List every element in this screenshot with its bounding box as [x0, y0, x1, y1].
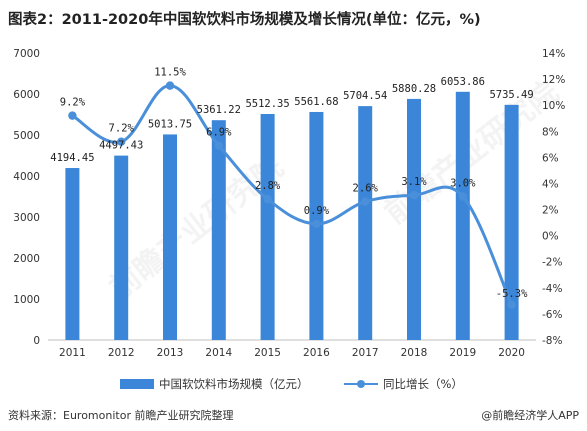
x-tick-label: 2014 [205, 347, 232, 359]
x-tick-label: 2020 [498, 347, 525, 359]
legend-bar-swatch [120, 379, 154, 389]
growth-value-label: 9.2% [60, 97, 86, 109]
chart-axes: 0 1000 2000 3000 4000 5000 6000 7000 -8% -6% -4% -2… [13, 48, 565, 359]
line-point [263, 194, 272, 204]
bar [455, 91, 470, 340]
growth-value-label: 2.6% [353, 183, 379, 195]
y-right-tick-label: 12% [542, 74, 565, 86]
bar-value-label: 6053.86 [441, 76, 485, 88]
y-left-tick-label: 1000 [13, 294, 40, 306]
data-labels: 4194.45 4497.43 5013.75 5361.22 5512.35 5561.… [50, 67, 533, 300]
y-right-tick-label: 0% [542, 231, 559, 243]
bar-value-label: 5512.35 [245, 98, 289, 110]
line-point [214, 141, 223, 150]
bar-value-label: 5735.49 [489, 89, 533, 101]
x-tick-label: 2018 [401, 347, 428, 359]
y-left-tick-label: 6000 [13, 89, 40, 101]
bar [65, 168, 80, 340]
x-tick-label: 2012 [108, 347, 135, 359]
legend-line-label: 同比增长（%） [383, 377, 463, 391]
line-point [409, 190, 419, 200]
bar [260, 113, 275, 340]
bar-series [65, 91, 519, 341]
legend-item-bar: 中国软饮料市场规模（亿元） [120, 376, 309, 392]
x-tick-label: 2015 [254, 347, 281, 359]
bar [163, 134, 177, 340]
growth-value-label: -5.3% [496, 288, 528, 300]
y-right-tick-label: 14% [542, 48, 565, 60]
y-right-tick-label: 2% [542, 205, 559, 217]
y-right-tick-label: 4% [542, 178, 559, 190]
y-left-tick-label: 3000 [13, 212, 40, 224]
bar-value-label: 4497.43 [99, 140, 143, 152]
y-right-tick-label: 8% [542, 126, 559, 138]
line-point [68, 111, 77, 120]
growth-value-label: 2.8% [255, 180, 281, 192]
x-tick-label: 2017 [352, 347, 379, 359]
y-right-tick-label: -2% [542, 257, 562, 269]
line-path [71, 84, 513, 306]
bar-value-label: 5361.22 [197, 104, 241, 116]
y-right-tick-label: -6% [542, 309, 562, 321]
credit-note: @前瞻经济学人APP [481, 409, 579, 422]
bar [504, 104, 519, 340]
y-left-tick-label: 7000 [13, 48, 40, 60]
bar [114, 155, 129, 340]
x-tick-label: 2016 [303, 347, 330, 359]
line-point [507, 300, 516, 309]
y-left-tick-label: 0 [33, 335, 40, 347]
bar-value-label: 5013.75 [148, 118, 192, 130]
bar-value-label: 4194.45 [50, 152, 94, 164]
legend-bar-label: 中国软饮料市场规模（亿元） [159, 377, 309, 391]
bar [407, 98, 421, 340]
line-series [68, 81, 516, 309]
y-right-tick-label: 6% [542, 152, 559, 164]
line-point [361, 197, 370, 206]
growth-value-label: 11.5% [154, 67, 186, 79]
x-tick-label: 2019 [449, 347, 476, 359]
growth-value-label: 3.1% [401, 176, 427, 188]
y-right-tick-label: 10% [542, 100, 565, 112]
y-left-tick-label: 2000 [13, 253, 40, 265]
legend: 中国软饮料市场规模（亿元） 同比增长（%） [0, 376, 587, 392]
bar-value-label: 5561.68 [294, 96, 338, 108]
line-point [165, 81, 175, 90]
legend-line-swatch [344, 379, 378, 389]
line-point [458, 192, 467, 201]
chart-title: 图表2：2011-2020年中国软饮料市场规模及增长情况(单位：亿元，%) [8, 12, 481, 28]
bar [358, 106, 373, 340]
y-right-tick-label: -8% [542, 335, 562, 347]
bar [211, 120, 226, 341]
growth-value-label: 6.9% [206, 127, 232, 139]
growth-value-label: 3.0% [450, 178, 476, 190]
growth-value-label: 0.9% [304, 205, 330, 217]
y-left-tick-label: 4000 [13, 171, 40, 183]
y-left-tick-label: 5000 [13, 130, 40, 142]
legend-item-line: 同比增长（%） [344, 376, 463, 392]
y-right-tick-label: -4% [542, 283, 562, 295]
growth-value-label: 7.2% [109, 123, 135, 135]
bar-value-label: 5880.28 [392, 83, 436, 95]
line-point [312, 219, 321, 229]
line-point [117, 137, 126, 146]
x-tick-label: 2011 [59, 347, 86, 359]
bar-value-label: 5704.54 [343, 90, 387, 102]
source-note: 资料来源：Euromonitor 前瞻产业研究院整理 [8, 409, 234, 422]
x-tick-label: 2013 [157, 347, 184, 359]
